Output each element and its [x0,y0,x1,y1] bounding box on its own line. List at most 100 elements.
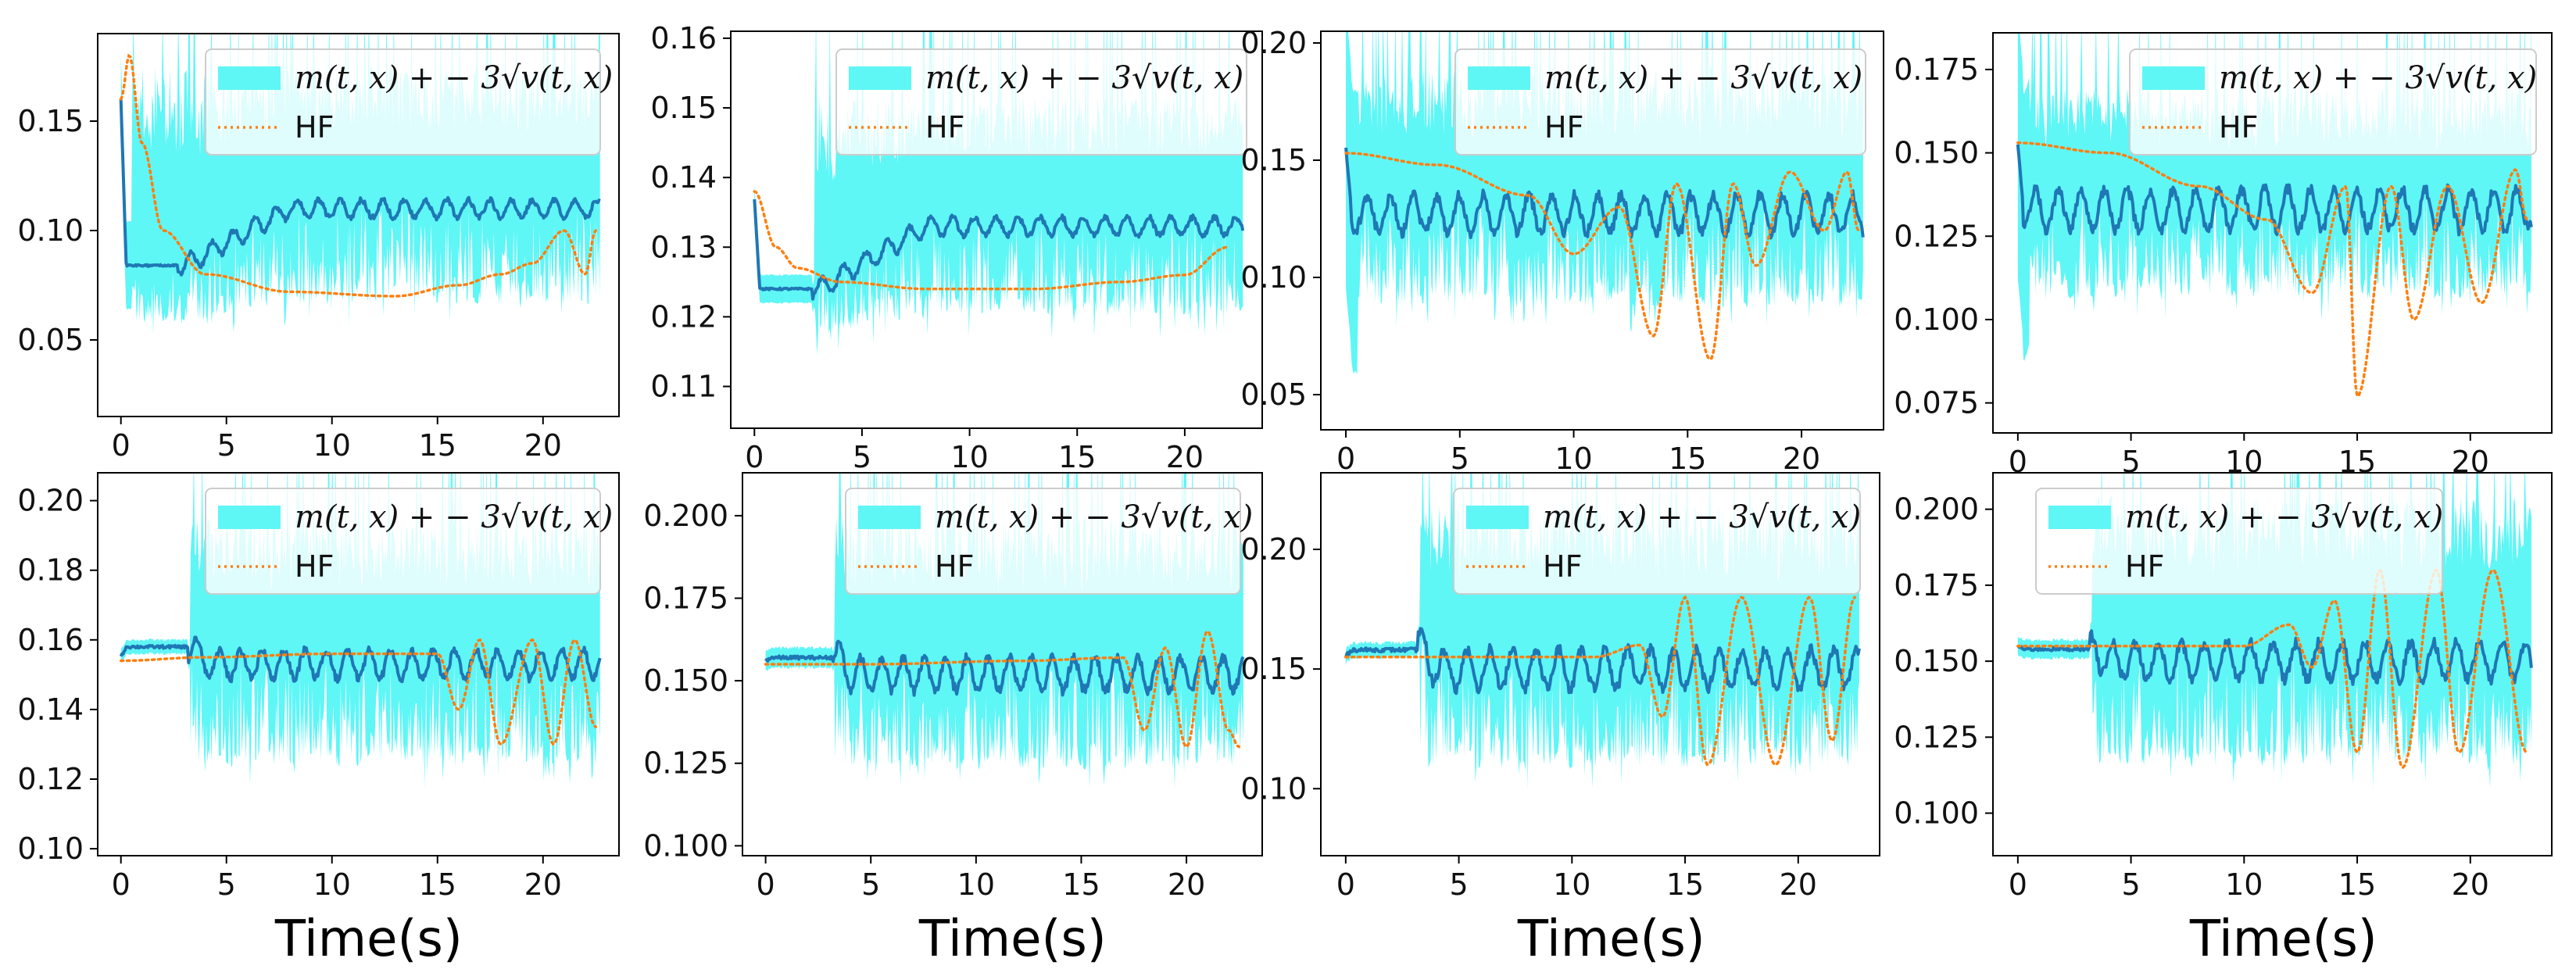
legend-hf-label: HF [1544,110,1583,145]
y-tick-label: 0.100 [1894,302,1979,337]
legend-band-label: m(t, x) + − 3√v(t, x) [1543,499,1861,535]
x-tick-label: 10 [1553,867,1590,902]
hf-line [753,190,1229,291]
y-tick-label: 0.11 [650,370,717,404]
y-tick-label: 0.12 [17,762,84,796]
subplot-5: 0 5 10 15 20 0.10 0.12 0.14 0.16 0.18 0.20 Time(s) m… [17,472,620,968]
legend-hf-label: HF [2219,110,2258,145]
legend-hf-label: HF [295,110,334,145]
legend: m(t, x) + − 3√v(t, x) HF [1453,488,1861,595]
legend-band-swatch [858,506,921,529]
x-tick-label: 5 [1451,442,1469,476]
y-tick-label: 0.175 [1894,52,1979,87]
y-tick-label: 0.200 [643,499,728,533]
x-axis-label: Time(s) [918,910,1107,968]
x-tick-label: 0 [2009,445,2027,479]
x-tick-label: 5 [861,867,880,902]
x-tick-label: 15 [2338,867,2376,902]
y-tick-label: 0.125 [1894,219,1979,253]
x-tick-label: 20 [524,428,562,463]
hf-line [2016,141,2528,399]
x-tick-label: 0 [1336,867,1355,902]
hf-line [1344,152,1860,361]
y-tick-label: 0.100 [1894,796,1979,831]
legend-band-swatch [2048,506,2111,529]
x-tick-label: 10 [313,428,351,463]
y-tick-label: 0.175 [1894,568,1979,602]
legend-box [2035,488,2443,595]
x-tick-label: 15 [1669,442,1706,476]
y-tick-label: 0.14 [17,692,84,727]
uncertainty-band [754,31,1243,356]
legend-box [205,488,601,595]
y-tick-label: 0.14 [650,160,717,195]
legend-hf-label: HF [295,549,334,584]
x-tick-label: 10 [950,440,988,474]
legend-band-label: m(t, x) + − 3√v(t, x) [295,499,613,535]
x-tick-label: 15 [1666,867,1704,902]
x-tick-label: 0 [2009,867,2027,902]
legend-band-swatch [2142,66,2205,90]
axes-frame [97,33,620,417]
y-tick-label: 0.20 [1240,532,1307,567]
y-tick-label: 0.10 [17,831,84,866]
x-tick-label: 15 [1058,440,1096,474]
mean-line [2016,144,2533,237]
y-tick-label: 0.05 [17,323,84,357]
legend-band-label: m(t, x) + − 3√v(t, x) [2125,499,2443,535]
legend-band-swatch [1468,66,1530,90]
axes-frame [1320,472,1880,856]
subplot-1: 0 5 10 15 20 0.05 0.10 0.15 m(t, x) + − 3√v(t, x… [17,33,620,463]
x-tick-label: 20 [2452,445,2489,479]
hf-line [2016,568,2528,770]
legend-band-label: m(t, x) + − 3√v(t, x) [2219,60,2537,96]
legend-band-label: m(t, x) + − 3√v(t, x) [1544,60,1862,96]
x-tick-label: 20 [1166,440,1204,474]
x-tick-label: 5 [217,428,236,463]
hf-line [119,53,598,298]
legend-band-swatch [849,66,911,90]
y-tick-label: 0.15 [1240,143,1307,177]
legend: m(t, x) + − 3√v(t, x) HF [845,488,1253,595]
x-tick-label: 0 [757,867,775,902]
legend-band-swatch [218,506,281,529]
y-tick-label: 0.16 [17,623,84,657]
x-tick-label: 5 [1449,867,1468,902]
mean-line [753,198,1245,301]
y-tick-label: 0.15 [17,104,84,138]
y-tick-label: 0.125 [1894,720,1979,754]
x-tick-label: 10 [313,867,351,902]
axes-frame [742,472,1263,856]
legend-box [1454,48,1866,156]
x-tick-label: 5 [217,867,236,902]
legend-hf-label: HF [1543,549,1582,584]
y-tick-label: 0.125 [643,746,728,781]
x-tick-label: 15 [419,867,456,902]
y-tick-label: 0.15 [1240,652,1307,686]
hf-line [764,629,1241,749]
y-tick-label: 0.20 [17,484,84,518]
x-tick-label: 5 [2121,445,2140,479]
uncertainty-band [120,34,600,334]
y-tick-label: 0.18 [17,553,84,588]
y-tick-label: 0.10 [17,213,84,248]
legend: m(t, x) + − 3√v(t, x) HF [2129,48,2537,156]
legend: m(t, x) + − 3√v(t, x) HF [1454,48,1866,156]
x-axis-label: Time(s) [2189,910,2377,968]
subplot-7: 0 5 10 15 20 0.10 0.15 0.20 Time(s) m(t, x) + − 3… [1240,472,1880,968]
axes-frame [730,30,1263,429]
axes-frame [1992,32,2553,434]
x-tick-label: 5 [853,440,871,474]
y-tick-label: 0.10 [1240,771,1307,806]
y-tick-label: 0.16 [650,21,717,55]
legend-band-swatch [1466,506,1529,529]
legend-band-label: m(t, x) + − 3√v(t, x) [295,60,613,96]
legend-box [205,48,601,156]
y-tick-label: 0.05 [1240,377,1307,412]
x-tick-label: 20 [1168,867,1205,902]
y-tick-label: 0.20 [1240,26,1307,60]
x-tick-label: 0 [112,428,131,463]
axes-frame [1320,30,1884,431]
